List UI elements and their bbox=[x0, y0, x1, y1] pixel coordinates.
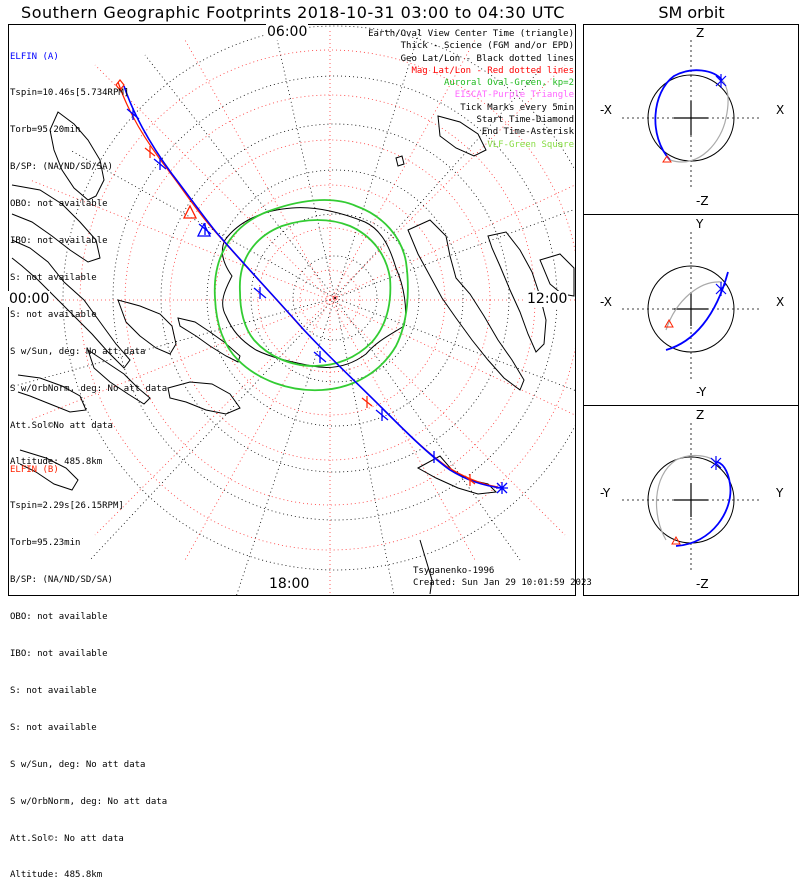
sm2-left-label: -X bbox=[600, 295, 612, 309]
elfin-b-name: ELFIN (B) bbox=[10, 464, 59, 475]
elfin-b-line: S w/Sun, deg: No att data bbox=[10, 759, 146, 770]
elfin-b-line: S: not available bbox=[10, 685, 97, 696]
elfin-a-line: S w/OrbNorm, deg: No att data bbox=[10, 383, 168, 394]
legend-entry: Earth/Oval View Center Time (triangle) bbox=[368, 29, 574, 39]
legend-entry: Start Time-Diamond bbox=[476, 115, 574, 126]
sm3-right-label: Y bbox=[776, 486, 784, 500]
plot-title: Southern Geographic Footprints 2018-10-3… bbox=[21, 3, 565, 22]
auroral-oval bbox=[213, 199, 409, 392]
mlt-label-left: 00:00 bbox=[8, 291, 51, 307]
elfin-a-line: Att.Sol©No att data bbox=[10, 420, 113, 431]
elfin-a-line: S: not available bbox=[10, 272, 97, 283]
elfin-a-line: S w/Sun, deg: No att data bbox=[10, 346, 146, 357]
elfin-b-line: Att.Sol©: No att data bbox=[10, 833, 124, 844]
elfin-a-info: ELFIN (A) Tspin=10.46s[5.734RPM] Torb=95… bbox=[10, 26, 167, 481]
elfin-a-line: OBO: not available bbox=[10, 199, 108, 210]
sm-orbit-plots bbox=[622, 40, 762, 573]
mlt-label-top: 06:00 bbox=[266, 24, 309, 40]
mlt-label-right: 12:00 bbox=[526, 291, 569, 307]
legend-entry: Geo Lat/Lon - Black dotted lines bbox=[400, 53, 574, 64]
elfin-a-tick-marks bbox=[126, 108, 441, 463]
sm1-top-label: Z bbox=[696, 26, 705, 40]
footer: Tsyganenko-1996 Created: Sun Jan 29 10:0… bbox=[413, 565, 592, 589]
magnetic-pole-marker bbox=[332, 295, 338, 301]
legend-entry: EISCAT-Purple Triangle bbox=[454, 90, 574, 101]
elfin-b-line: Altitude: 485.8km bbox=[10, 870, 103, 881]
sm2-right-label: X bbox=[776, 295, 785, 309]
elfin-b-line: S: not available bbox=[10, 722, 97, 733]
sm-orbit-title: SM orbit bbox=[658, 3, 725, 22]
sm2-top-label: Y bbox=[696, 217, 704, 231]
sm3-top-label: Z bbox=[696, 408, 705, 422]
sm-panel-xy bbox=[622, 232, 762, 382]
elfin-a-line: B/SP: (NA/ND/SD/SA) bbox=[10, 162, 113, 173]
sm1-bottom-label: -Z bbox=[696, 194, 709, 208]
elfin-b-info: ELFIN (B) Tspin=2.29s[26.15RPM] Torb=95.… bbox=[10, 439, 167, 894]
model-label: Tsyganenko-1996 bbox=[413, 566, 495, 576]
legend-entry: Auroral Oval-Green, kp=2 bbox=[443, 78, 574, 89]
end-asterisk-icon bbox=[496, 482, 508, 494]
elfin-a-line: Torb=95.20min bbox=[10, 125, 81, 136]
elfin-a-line: Tspin=10.46s[5.734RPM] bbox=[10, 88, 130, 99]
sm-panel-xz bbox=[622, 40, 762, 190]
elfin-a-line: IBO: not available bbox=[10, 236, 108, 247]
sm3-left-label: -Y bbox=[600, 486, 611, 500]
mag-longitude-grid bbox=[10, 30, 575, 595]
start-diamond-icon bbox=[115, 79, 125, 91]
legend-entry: Thick - Science (FGM and/or EPD) bbox=[400, 41, 574, 52]
coastlines bbox=[11, 111, 575, 595]
elfin-a-trace bbox=[123, 85, 503, 489]
elfin-a-view-center-triangle-icon bbox=[196, 222, 212, 237]
mlt-label-bottom: 18:00 bbox=[268, 576, 311, 592]
elfin-b-line: B/SP: (NA/ND/SD/SA) bbox=[10, 575, 113, 586]
legend-entry: VLF-Green Square bbox=[487, 139, 574, 150]
geo-longitude-grid bbox=[9, 29, 575, 595]
elfin-b-line: Tspin=2.29s[26.15RPM] bbox=[10, 501, 124, 512]
legend: Earth/Oval View Center Time (triangle) T… bbox=[368, 28, 574, 151]
sm-orbit-frame bbox=[583, 24, 799, 596]
sm-panel-yz bbox=[622, 423, 762, 573]
elfin-b-line: IBO: not available bbox=[10, 649, 108, 660]
sm2-bottom-label: -Y bbox=[696, 385, 707, 399]
elfin-a-line: S: not available bbox=[10, 309, 97, 320]
elfin-b-line: OBO: not available bbox=[10, 612, 108, 623]
sm-panel-divider bbox=[583, 405, 799, 406]
elfin-b-line: S w/OrbNorm, deg: No att data bbox=[10, 796, 168, 807]
elfin-b-view-center-triangle-icon bbox=[182, 204, 198, 219]
sm3-bottom-label: -Z bbox=[696, 577, 709, 591]
sm1-left-label: -X bbox=[600, 103, 612, 117]
legend-entry: Tick Marks every 5min bbox=[460, 102, 574, 113]
elfin-a-name: ELFIN (A) bbox=[10, 51, 59, 62]
legend-entry: Mag Lat/Lon - Red dotted lines bbox=[411, 65, 574, 76]
elfin-a-line: Altitude: 485.8km bbox=[10, 457, 103, 468]
elfin-b-line: Torb=95.23min bbox=[10, 538, 81, 549]
legend-entry: End Time-Asterisk bbox=[481, 127, 574, 138]
created-timestamp: Created: Sun Jan 29 10:01:59 2023 bbox=[413, 578, 592, 588]
sm-panel-divider bbox=[583, 214, 799, 215]
sm1-right-label: X bbox=[776, 103, 785, 117]
elfin-b-tick-marks bbox=[144, 146, 476, 486]
